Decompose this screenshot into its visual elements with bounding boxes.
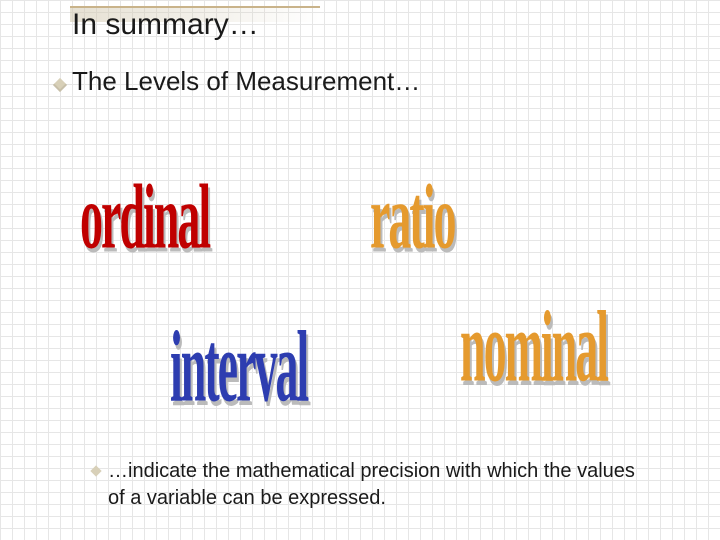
slide-subtitle: The Levels of Measurement…: [72, 66, 420, 97]
slide-title: In summary…: [72, 8, 259, 42]
wordart-nominal: nominal: [460, 288, 607, 405]
footer-text: …indicate the mathematical precision wit…: [108, 458, 648, 512]
slide: In summary… The Levels of Measurement… o…: [0, 0, 720, 540]
wordart-ordinal: ordinal: [80, 164, 209, 270]
wordart-ratio: ratio: [370, 164, 455, 270]
wordart-interval: interval: [170, 308, 307, 425]
bullet-icon: [90, 465, 101, 476]
bullet-icon: [53, 78, 67, 92]
